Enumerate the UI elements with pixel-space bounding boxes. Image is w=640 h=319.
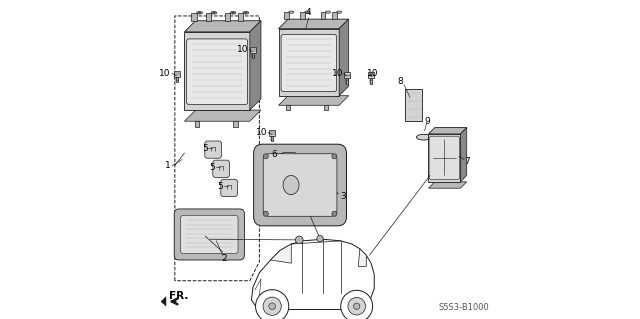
Text: 3: 3 xyxy=(340,192,346,201)
Bar xyxy=(271,136,273,141)
Polygon shape xyxy=(460,128,467,182)
Text: 7: 7 xyxy=(464,157,470,166)
Text: 10: 10 xyxy=(237,45,248,54)
FancyBboxPatch shape xyxy=(205,141,221,158)
Bar xyxy=(370,78,372,84)
Bar xyxy=(176,77,179,82)
Text: 10: 10 xyxy=(159,69,171,78)
Bar xyxy=(250,47,256,53)
Bar xyxy=(344,72,350,78)
Polygon shape xyxy=(428,134,460,182)
FancyBboxPatch shape xyxy=(253,144,346,226)
Ellipse shape xyxy=(212,12,215,13)
Ellipse shape xyxy=(337,11,342,13)
Ellipse shape xyxy=(194,226,213,242)
Bar xyxy=(225,13,230,21)
Polygon shape xyxy=(428,128,467,134)
Ellipse shape xyxy=(326,11,330,13)
FancyBboxPatch shape xyxy=(180,215,238,254)
Bar xyxy=(321,12,325,19)
Ellipse shape xyxy=(230,11,236,14)
Circle shape xyxy=(317,235,323,242)
Circle shape xyxy=(348,297,365,315)
FancyBboxPatch shape xyxy=(263,154,337,216)
Ellipse shape xyxy=(232,12,234,13)
FancyBboxPatch shape xyxy=(281,34,337,92)
Bar xyxy=(206,13,211,21)
Text: FR.: FR. xyxy=(170,291,189,301)
Bar xyxy=(237,13,243,21)
Bar xyxy=(404,89,422,121)
Bar xyxy=(300,12,305,19)
Ellipse shape xyxy=(196,11,202,14)
Bar xyxy=(368,72,374,78)
Polygon shape xyxy=(358,249,366,266)
Circle shape xyxy=(263,154,268,159)
Text: 5: 5 xyxy=(202,144,208,153)
Text: 5: 5 xyxy=(210,163,216,172)
Bar xyxy=(324,105,328,110)
Bar xyxy=(195,121,200,127)
Polygon shape xyxy=(339,19,349,96)
Circle shape xyxy=(263,211,268,216)
Circle shape xyxy=(332,154,337,159)
Bar xyxy=(174,71,180,77)
Bar xyxy=(233,121,237,127)
Ellipse shape xyxy=(211,11,217,14)
Polygon shape xyxy=(184,32,250,110)
FancyBboxPatch shape xyxy=(429,136,460,180)
Text: 8: 8 xyxy=(398,77,404,86)
Polygon shape xyxy=(184,21,261,32)
Polygon shape xyxy=(161,296,166,307)
Ellipse shape xyxy=(243,11,249,14)
Text: 1: 1 xyxy=(165,161,171,170)
Polygon shape xyxy=(184,110,261,121)
FancyBboxPatch shape xyxy=(213,160,229,177)
Circle shape xyxy=(255,290,289,319)
Text: 4: 4 xyxy=(306,8,312,17)
Text: 6: 6 xyxy=(271,150,277,159)
Circle shape xyxy=(353,303,360,309)
Ellipse shape xyxy=(244,12,247,13)
Circle shape xyxy=(263,297,281,315)
Polygon shape xyxy=(250,21,261,110)
Text: 10: 10 xyxy=(256,128,268,137)
Bar xyxy=(269,130,275,136)
Ellipse shape xyxy=(198,12,201,13)
Ellipse shape xyxy=(283,175,299,195)
Bar xyxy=(191,13,196,21)
FancyBboxPatch shape xyxy=(187,39,248,105)
Bar xyxy=(346,78,348,84)
Bar xyxy=(286,105,290,110)
FancyBboxPatch shape xyxy=(282,152,296,160)
Circle shape xyxy=(269,303,275,309)
Bar xyxy=(284,12,289,19)
Text: S5S3-B1000: S5S3-B1000 xyxy=(438,303,489,312)
Bar xyxy=(252,53,254,58)
FancyBboxPatch shape xyxy=(174,209,244,260)
Text: 9: 9 xyxy=(424,117,430,126)
Polygon shape xyxy=(278,96,349,105)
Circle shape xyxy=(332,211,337,216)
Polygon shape xyxy=(278,19,349,29)
Polygon shape xyxy=(278,29,339,96)
Text: 10: 10 xyxy=(367,69,379,78)
Ellipse shape xyxy=(289,11,294,13)
Circle shape xyxy=(296,236,303,244)
Text: 10: 10 xyxy=(332,69,343,78)
Polygon shape xyxy=(271,244,291,263)
Circle shape xyxy=(340,290,372,319)
Text: 2: 2 xyxy=(221,254,227,263)
Polygon shape xyxy=(428,182,467,188)
Ellipse shape xyxy=(305,11,310,13)
Text: 5: 5 xyxy=(218,182,223,191)
FancyBboxPatch shape xyxy=(221,179,237,197)
Bar xyxy=(332,12,337,19)
Ellipse shape xyxy=(417,134,431,140)
